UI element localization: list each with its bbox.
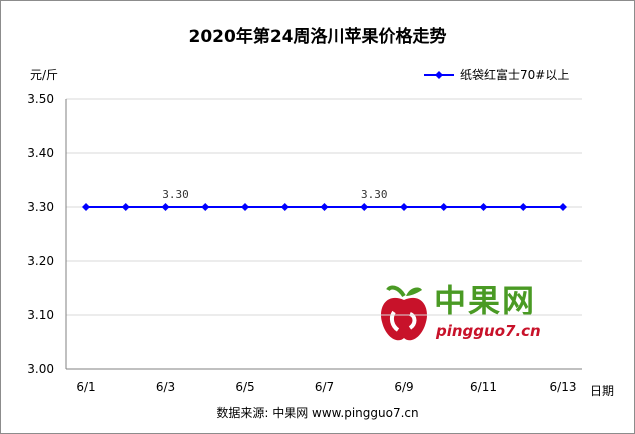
data-point-marker <box>201 203 210 211</box>
legend: 纸袋红富士70#以上 <box>424 66 569 83</box>
x-tick-labels: 6/1 6/3 6/5 6/7 6/9 6/11 6/13 <box>76 380 576 394</box>
y-tick-label: 3.00 <box>27 362 54 376</box>
y-tick-label: 3.40 <box>27 146 54 160</box>
legend-label: 纸袋红富士70#以上 <box>460 68 570 82</box>
data-label: 3.30 <box>361 188 388 201</box>
y-tick-label: 3.10 <box>27 308 54 322</box>
data-point-marker <box>82 203 90 211</box>
watermark-logo: 中果网 pingguo7.cn <box>376 282 576 348</box>
data-point-marker <box>559 203 567 211</box>
data-label: 3.30 <box>162 188 189 201</box>
data-point-marker <box>241 203 249 211</box>
data-point-marker <box>280 203 289 211</box>
x-tick-label: 6/1 <box>76 380 95 394</box>
data-point-marker <box>439 203 448 211</box>
y-tick-labels: 3.00 3.10 3.20 3.30 3.40 3.50 <box>27 92 54 376</box>
data-labels: 3.30 3.30 <box>162 188 387 201</box>
apple-logo-icon <box>380 285 428 341</box>
series-group <box>82 203 567 211</box>
x-axis-unit: 日期 <box>590 384 615 398</box>
data-point-marker <box>400 203 408 211</box>
data-point-marker <box>161 203 170 211</box>
y-tick-label: 3.30 <box>27 200 54 214</box>
y-axis-unit: 元/斤 <box>30 68 59 82</box>
chart-title: 2020年第24周洛川苹果价格走势 <box>188 27 447 47</box>
watermark-url: pingguo7.cn <box>436 322 541 340</box>
data-point-marker <box>519 203 528 211</box>
data-point-marker <box>479 203 488 211</box>
y-tick-label: 3.50 <box>27 92 54 106</box>
data-point-marker <box>360 203 369 211</box>
x-tick-label: 6/7 <box>315 380 334 394</box>
x-tick-label: 6/5 <box>235 380 254 394</box>
watermark-brand: 中果网 <box>434 282 537 320</box>
legend-swatch <box>424 70 454 79</box>
axes <box>65 99 582 370</box>
x-tick-label: 6/3 <box>156 380 175 394</box>
y-tick-label: 3.20 <box>27 254 54 268</box>
data-source: 数据来源: 中果网 www.pingguo7.cn <box>216 406 419 420</box>
x-tick-label: 6/9 <box>394 380 413 394</box>
x-tick-label: 6/13 <box>550 380 577 394</box>
data-point-marker <box>320 203 329 211</box>
data-point-marker <box>121 203 130 211</box>
x-tick-label: 6/11 <box>470 380 497 394</box>
